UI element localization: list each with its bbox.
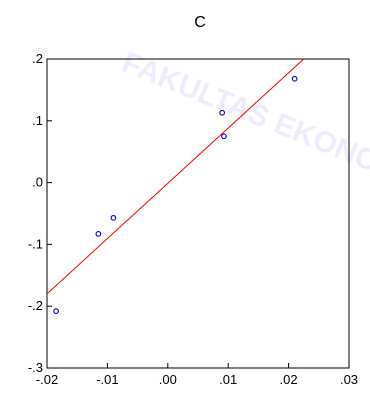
y-tick-label: -.1: [28, 236, 43, 251]
fit-line-group: [46, 58, 305, 295]
x-tick-label: .02: [280, 372, 298, 387]
x-tick-label: -.02: [36, 372, 58, 387]
scatter-points: [53, 75, 298, 314]
watermark-text: FAKULTAS EKONOMI: [117, 46, 370, 192]
watermark: FAKULTAS EKONOMI: [117, 46, 370, 192]
scatter-point: [110, 214, 117, 221]
y-tick-label: .1: [32, 113, 43, 128]
scatter-point: [219, 109, 226, 116]
y-tick-label: -.3: [28, 360, 43, 375]
scatter-point: [53, 308, 59, 314]
x-tick-label: .00: [159, 372, 177, 387]
scatter-point: [221, 133, 227, 140]
scatter-point: [291, 75, 298, 82]
scatter-point: [95, 231, 102, 237]
plot-frame: [46, 58, 350, 369]
x-axis: -.02 -.01 .00 .01 .02 .03: [36, 363, 358, 387]
y-axis: -.3 -.2 -.1 .0 .1 .2: [28, 51, 52, 375]
x-tick-label: .03: [340, 372, 358, 387]
x-tick-label: .01: [219, 372, 237, 387]
fit-line: [46, 58, 305, 295]
y-tick-label: .0: [32, 175, 43, 190]
chart-title: C: [194, 14, 206, 31]
y-tick-label: .2: [32, 51, 43, 66]
y-tick-label: -.2: [28, 298, 43, 313]
x-tick-label: -.01: [96, 372, 118, 387]
